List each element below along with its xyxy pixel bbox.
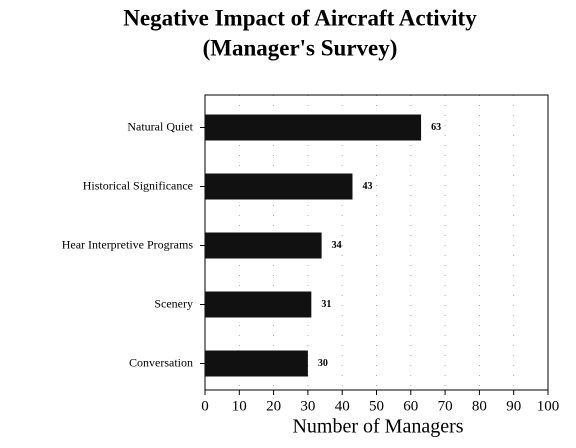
y-tick-label: Historical Significance	[83, 178, 193, 192]
x-tick-label: 10	[232, 398, 247, 414]
x-tick-label: 100	[537, 398, 560, 414]
y-tick-label: Hear Interpretive Programs	[62, 237, 194, 251]
y-tick-label: Conversation	[129, 355, 193, 369]
x-tick-label: 50	[369, 398, 384, 414]
x-tick-label: 60	[403, 398, 418, 414]
chart-title: Negative Impact of Aircraft Activity	[123, 5, 477, 30]
chart-subtitle: (Manager's Survey)	[203, 35, 398, 60]
bar	[205, 114, 422, 141]
y-tick-label: Scenery	[154, 296, 193, 310]
x-tick-label: 90	[506, 398, 521, 414]
bar	[205, 173, 353, 200]
x-tick-label: 0	[201, 398, 209, 414]
data-label: 31	[321, 299, 331, 310]
x-tick-label: 80	[472, 398, 487, 414]
x-tick-label: 70	[438, 398, 453, 414]
bar	[205, 232, 322, 259]
data-label: 43	[362, 181, 372, 192]
x-axis-label: Number of Managers	[292, 416, 463, 438]
bar	[205, 350, 308, 377]
x-tick-label: 30	[300, 398, 315, 414]
data-label: 63	[431, 122, 441, 133]
x-tick-label: 40	[335, 398, 350, 414]
y-tick-label: Natural Quiet	[127, 119, 193, 133]
x-tick-label: 20	[266, 398, 281, 414]
bar	[205, 291, 312, 318]
data-label: 30	[318, 358, 328, 369]
data-label: 34	[332, 240, 342, 251]
